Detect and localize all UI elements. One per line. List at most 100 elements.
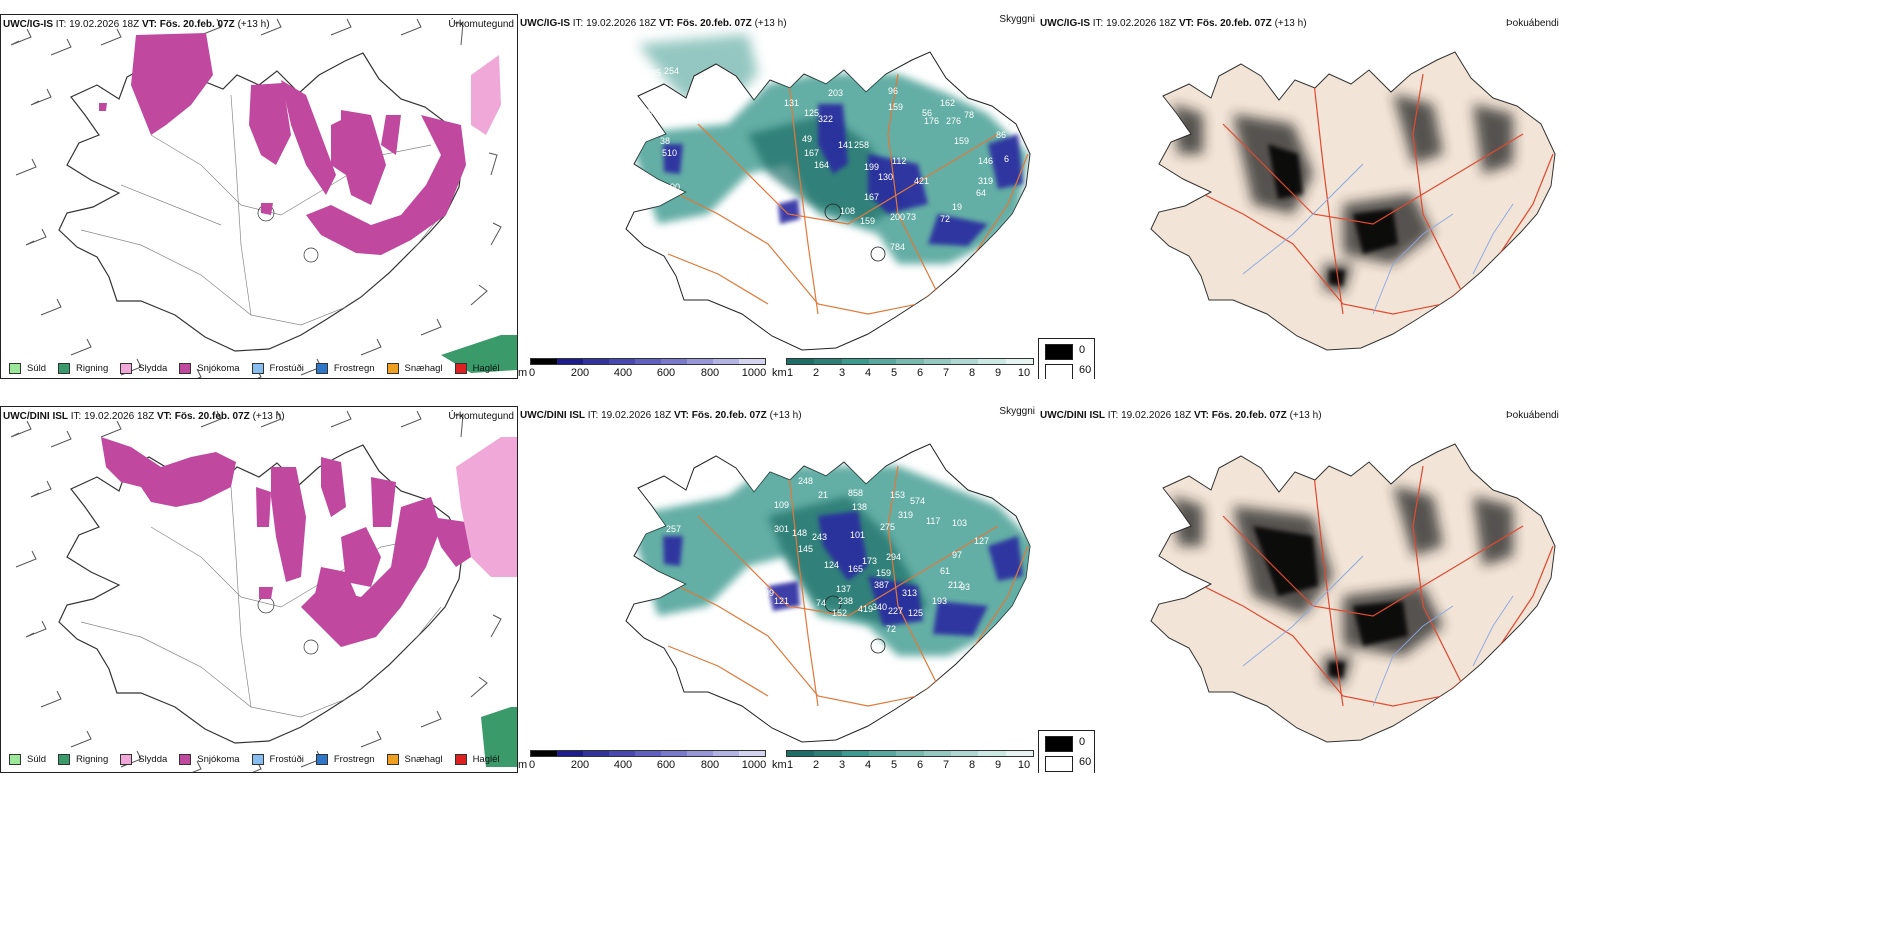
sleet-area: [471, 55, 501, 135]
sleet-area-bottom: [456, 437, 517, 577]
svg-text:421: 421: [914, 176, 929, 186]
fog-map-top: [1150, 51, 1556, 351]
svg-text:127: 127: [974, 536, 989, 546]
svg-text:148: 148: [792, 528, 807, 538]
precip-type-panel-bottom: UWC/DINI ISL IT: 19.02.2026 18Z VT: Fös.…: [0, 406, 518, 773]
svg-text:131: 131: [784, 98, 799, 108]
svg-text:199: 199: [864, 162, 879, 172]
svg-text:49: 49: [802, 134, 812, 144]
svg-text:248: 248: [656, 464, 671, 474]
panel-title-cloud: Skyggni: [999, 14, 1035, 25]
svg-text:74: 74: [816, 598, 826, 608]
svg-text:319: 319: [898, 510, 913, 520]
svg-text:93: 93: [960, 582, 970, 592]
svg-text:238: 238: [838, 596, 853, 606]
svg-text:159: 159: [954, 136, 969, 146]
svg-text:212: 212: [948, 580, 963, 590]
svg-text:101: 101: [850, 530, 865, 540]
svg-text:141: 141: [838, 140, 853, 150]
cloudbase-labels-bottom: 248 128 236 257 109 248 21 858 153 574 1…: [628, 458, 989, 634]
svg-text:176: 176: [924, 116, 939, 126]
svg-text:165: 165: [848, 564, 863, 574]
svg-text:108: 108: [840, 206, 855, 216]
svg-text:78: 78: [964, 110, 974, 120]
svg-text:222: 222: [672, 98, 687, 108]
fog-panel-bottom: UWC/DINI ISL IT: 19.02.2026 18Z VT: Fös.…: [1038, 406, 1900, 773]
svg-text:170: 170: [628, 192, 643, 202]
svg-text:167: 167: [804, 148, 819, 158]
svg-text:159: 159: [860, 216, 875, 226]
svg-text:254: 254: [664, 66, 679, 76]
panel-title-cloud-bottom: Skyggni: [999, 406, 1035, 417]
svg-text:159: 159: [876, 568, 891, 578]
legend-snjokoma: Snjókoma: [179, 362, 240, 374]
svg-text:96: 96: [888, 86, 898, 96]
svg-text:121: 121: [774, 596, 789, 606]
svg-text:387: 387: [874, 580, 889, 590]
svg-text:125: 125: [804, 108, 819, 118]
svg-text:99: 99: [764, 588, 774, 598]
svg-text:103: 103: [952, 518, 967, 528]
svg-text:173: 173: [862, 556, 877, 566]
fog-legend-bottom: 0 60: [1038, 730, 1095, 773]
cloudbase-colorbar-bottom: m 0 200 400 600 800 1000 km 1 2 3 4 5 6 …: [518, 750, 1038, 773]
svg-text:203: 203: [828, 88, 843, 98]
svg-text:38: 38: [660, 136, 670, 146]
svg-text:109: 109: [638, 106, 653, 116]
precip-type-panel-top: UWC/IG-IS IT: 19.02.2026 18Z VT: Fös. 20…: [0, 14, 518, 379]
cloudbase-labels-top: 285 254 222 253 109 38 510 90 170 131 20…: [628, 66, 1009, 252]
svg-text:64: 64: [976, 188, 986, 198]
legend-hagel: Haglél: [454, 362, 500, 374]
svg-text:784: 784: [890, 242, 905, 252]
fog-map-bottom: [1150, 443, 1556, 743]
header-cloud-top: UWC/IG-IS IT: 19.02.2026 18Z VT: Fös. 20…: [520, 18, 787, 29]
svg-text:21: 21: [818, 490, 828, 500]
svg-text:253: 253: [688, 92, 703, 102]
svg-text:319: 319: [978, 176, 993, 186]
header-cloud-bottom: UWC/DINI ISL IT: 19.02.2026 18Z VT: Fös.…: [520, 410, 802, 421]
svg-text:276: 276: [946, 116, 961, 126]
svg-text:227: 227: [888, 606, 903, 616]
svg-text:73: 73: [906, 212, 916, 222]
svg-text:258: 258: [854, 140, 869, 150]
svg-text:200: 200: [890, 212, 905, 222]
precip-map-top: [10, 18, 517, 378]
svg-text:510: 510: [662, 148, 677, 158]
svg-text:146: 146: [978, 156, 993, 166]
svg-text:6: 6: [1004, 154, 1009, 164]
svg-text:285: 285: [646, 68, 661, 78]
svg-text:137: 137: [836, 584, 851, 594]
snow-areas: [99, 33, 466, 255]
svg-text:117: 117: [926, 516, 940, 526]
legend-slydda: Slydda: [120, 362, 167, 374]
svg-text:72: 72: [940, 214, 950, 224]
svg-text:248: 248: [798, 476, 813, 486]
header-fog-bottom: UWC/DINI ISL IT: 19.02.2026 18Z VT: Fös.…: [1040, 410, 1322, 421]
panel-title-precip: Úrkomutegund: [448, 19, 514, 30]
svg-text:294: 294: [886, 552, 901, 562]
svg-text:162: 162: [940, 98, 955, 108]
svg-text:858: 858: [848, 488, 863, 498]
legend-frostudi: Frostúði: [251, 362, 304, 374]
legend-frostregn: Frostregn: [315, 362, 375, 374]
svg-text:109: 109: [774, 500, 789, 510]
svg-text:124: 124: [824, 560, 839, 570]
cloud-panel-top: 285 254 222 253 109 38 510 90 170 131 20…: [518, 14, 1038, 379]
svg-text:167: 167: [864, 192, 879, 202]
cloud-map-top: 285 254 222 253 109 38 510 90 170 131 20…: [625, 34, 1031, 351]
svg-text:419: 419: [858, 604, 873, 614]
svg-text:56: 56: [922, 108, 932, 118]
snow-areas-bottom: [101, 437, 471, 647]
svg-text:301: 301: [774, 524, 789, 534]
legend-rigning: Rigning: [58, 362, 108, 374]
svg-text:159: 159: [888, 102, 903, 112]
precip-legend-bottom: Súld Rigning Slydda Snjókoma Frostúði Fr…: [1, 749, 504, 769]
cloud-map-bottom: 248 128 236 257 109 248 21 858 153 574 1…: [625, 443, 1031, 743]
svg-text:125: 125: [908, 608, 923, 618]
svg-text:138: 138: [852, 502, 867, 512]
svg-text:322: 322: [818, 114, 833, 124]
precip-legend-top: Súld Rigning Slydda Snjókoma Frostúði Fr…: [1, 358, 504, 378]
svg-text:275: 275: [880, 522, 895, 532]
svg-text:152: 152: [832, 608, 847, 618]
svg-text:236: 236: [672, 490, 687, 500]
